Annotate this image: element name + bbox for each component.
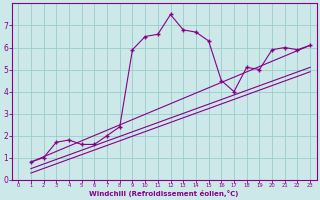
- X-axis label: Windchill (Refroidissement éolien,°C): Windchill (Refroidissement éolien,°C): [90, 190, 239, 197]
